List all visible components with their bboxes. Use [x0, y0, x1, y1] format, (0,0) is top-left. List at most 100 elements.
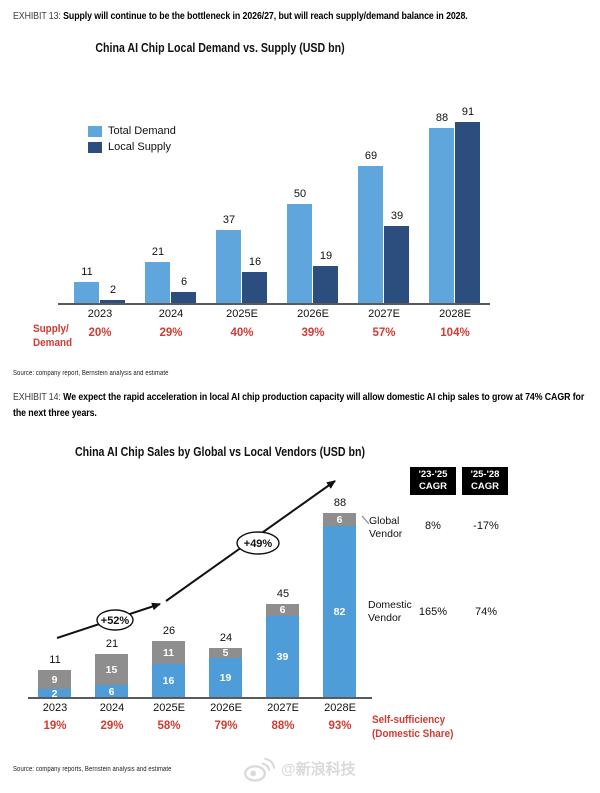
chart2-segment-label-domestic: 2: [51, 687, 58, 700]
chart1-value-label: 16: [248, 256, 262, 268]
chart1-supply-demand-pct: 104%: [440, 327, 470, 339]
chart1-bar-total-demand: [358, 166, 383, 304]
chart1-value-label: 69: [364, 150, 378, 162]
chart2-segment-label-global: 5: [222, 646, 229, 659]
chart2-segment-label-domestic: 6: [108, 685, 115, 698]
exhibit13-header: EXHIBIT 13: Supply will continue to be t…: [13, 9, 594, 25]
chart2-x-axis-label: 2027E: [267, 702, 299, 714]
chart1-legend-item: Total Demand: [88, 126, 176, 137]
legend-label: Total Demand: [108, 125, 176, 137]
chart1-bar-total-demand: [74, 282, 99, 304]
chart1-bar-total-demand: [287, 204, 312, 304]
chart1-supply-demand-pct: 20%: [88, 327, 112, 339]
chart2-title: China AI Chip Sales by Global vs Local V…: [74, 445, 366, 459]
chart2-segment-domestic: [266, 616, 299, 698]
chart2-x-axis-label: 2026E: [210, 702, 242, 714]
chart1-source: Source: company report, Bernstein analys…: [13, 370, 169, 377]
chart1-value-label: 19: [319, 250, 333, 262]
chart2-segment-global: [209, 647, 242, 659]
chart1-bar-local-supply: [171, 292, 196, 304]
chart2-x-axis-label: 2028E: [324, 702, 356, 714]
exhibit14-tag: EXHIBIT 14:: [13, 392, 61, 403]
chart1-title: China AI Chip Local Demand vs. Supply (U…: [95, 41, 345, 55]
chart2-segment-domestic: [209, 658, 242, 698]
chart2-self-sufficiency-pct: 19%: [43, 720, 67, 732]
chart1-supply-demand-pct: 39%: [301, 327, 325, 339]
exhibit14-header: EXHIBIT 14: We expect the rapid accelera…: [13, 390, 594, 421]
cagr-col-header-text: '23-'25 CAGR: [418, 468, 448, 492]
chart1-x-axis: [58, 303, 490, 305]
chart1-value-label: 39: [390, 210, 404, 222]
cagr-value: -17%: [473, 520, 499, 532]
chart2-segment-global: [152, 641, 185, 665]
chart2-segment-label-domestic: 82: [333, 605, 346, 618]
chart1-value-label: 2: [109, 284, 117, 296]
cagr-value: 74%: [474, 606, 498, 618]
chart2-segment-global: [95, 653, 128, 686]
chart1-bar-local-supply: [100, 300, 125, 304]
chart2-self-sufficiency-pct: 79%: [214, 720, 238, 732]
chart2-plot-area: 2 9 11 2023 19% 6 15 21 2024 29% 16 11 26 2025E 58% 19 5…: [38, 498, 356, 732]
cagr-value: 8%: [425, 520, 441, 532]
chart2-segment-label-global: 6: [279, 603, 286, 616]
chart1-bar-local-supply: [455, 122, 480, 304]
chart1-x-axis-label: 2026E: [297, 308, 329, 320]
chart2-total-label: 26: [162, 625, 176, 638]
weibo-icon: [244, 757, 275, 782]
watermark-handle: @新浪科技: [281, 760, 356, 778]
chart1-value-label: 6: [180, 276, 188, 288]
chart2-segment-label-domestic: 39: [276, 651, 289, 664]
chart1-x-axis-label: 2028E: [439, 308, 471, 320]
chart2-segment-label-global: 15: [105, 663, 118, 676]
exhibit14-statement: We expect the rapid acceleration in loca…: [13, 392, 585, 419]
chart1-value-label: 21: [151, 246, 165, 258]
cagr-value: 165%: [418, 606, 448, 618]
chart2-segment-domestic: [152, 664, 185, 698]
chart1-value-label: 50: [293, 188, 307, 200]
chart1-bar-total-demand: [429, 128, 454, 304]
chart2-x-axis-label: 2024: [99, 702, 125, 714]
chart2-total-label: 45: [276, 587, 290, 600]
chart2-segment-domestic: [95, 685, 128, 698]
chart1-x-axis-label: 2024: [158, 308, 184, 320]
chart2-self-sufficiency-pct: 93%: [328, 720, 352, 732]
chart2-self-sufficiency-pct: 88%: [271, 720, 295, 732]
chart2-segment-domestic: [38, 689, 71, 698]
legend-swatch: [88, 126, 102, 137]
chart1-x-axis-label: 2023: [87, 308, 113, 320]
chart1-supply-demand-pct: 29%: [159, 327, 183, 339]
chart1-bar-local-supply: [242, 272, 267, 304]
chart2-segment-label-global: 6: [336, 513, 343, 526]
chart2-self-sufficiency-label: Self-sufficiency (Domestic Share): [372, 714, 454, 740]
chart2-self-sufficiency-pct: 29%: [100, 720, 124, 732]
chart2-total-label: 21: [105, 637, 119, 650]
cagr-row-label: Global Vendor: [369, 515, 403, 541]
chart1-x-axis-label: 2027E: [368, 308, 400, 320]
chart2-segment-global: [266, 603, 299, 617]
chart1-value-label: 88: [435, 112, 449, 124]
chart2-x-axis-label: 2025E: [153, 702, 185, 714]
chart2-segment-global: [38, 670, 71, 689]
exhibit13-statement: Supply will continue to be the bottlenec…: [63, 11, 468, 22]
chart1-plot-area: 11 2 2023 20% 21 6 2024 29% 37 16 2025E 40% 50 19 2026…: [0, 0, 600, 360]
chart1-value-label: 91: [461, 106, 475, 118]
chart2-source: Source: company reports, Bernstein analy…: [13, 766, 172, 773]
chart1-legend: Total Demand Local Supply: [88, 126, 176, 158]
chart2-segment-label-domestic: 19: [219, 672, 232, 685]
chart2-segment-label-domestic: 16: [162, 675, 175, 688]
chart1-value-label: 11: [81, 266, 93, 278]
chart1-bar-total-demand: [216, 230, 241, 304]
legend-swatch: [88, 142, 102, 153]
watermark: @新浪科技: [243, 755, 356, 783]
cagr-col-header: '25-'28 CAGR: [462, 467, 508, 495]
chart1-bar-total-demand: [145, 262, 170, 304]
chart1-bar-local-supply: [313, 266, 338, 304]
chart2-x-axis: [28, 697, 372, 699]
chart1-legend-item: Local Supply: [88, 142, 176, 153]
chart2-total-label: 24: [219, 631, 233, 644]
cagr-col-header-text: '25-'28 CAGR: [470, 468, 500, 492]
chart1-supply-demand-pct: 57%: [372, 327, 396, 339]
chart2-self-sufficiency-pct: 58%: [157, 720, 181, 732]
chart2-segment-label-global: 11: [162, 646, 175, 659]
